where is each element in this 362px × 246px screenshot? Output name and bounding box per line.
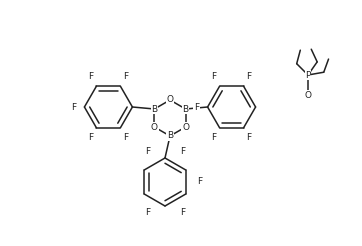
Text: F: F xyxy=(145,208,150,217)
Text: O: O xyxy=(167,95,173,105)
Text: F: F xyxy=(197,178,203,186)
Text: F: F xyxy=(211,72,216,81)
Text: F: F xyxy=(180,147,185,156)
Text: B: B xyxy=(151,105,157,113)
Text: F: F xyxy=(194,103,199,111)
Text: O: O xyxy=(151,123,158,132)
Text: O: O xyxy=(182,123,189,132)
Text: P: P xyxy=(305,71,311,79)
Text: F: F xyxy=(247,72,252,81)
Text: F: F xyxy=(123,72,129,81)
Text: F: F xyxy=(211,133,216,142)
Text: B: B xyxy=(182,105,189,113)
Text: F: F xyxy=(180,208,185,217)
Text: F: F xyxy=(88,72,93,81)
Text: F: F xyxy=(247,133,252,142)
Text: B: B xyxy=(167,132,173,140)
Text: F: F xyxy=(145,147,150,156)
Text: O: O xyxy=(304,91,311,99)
Text: F: F xyxy=(71,103,76,111)
Text: F: F xyxy=(88,133,93,142)
Text: F: F xyxy=(123,133,129,142)
